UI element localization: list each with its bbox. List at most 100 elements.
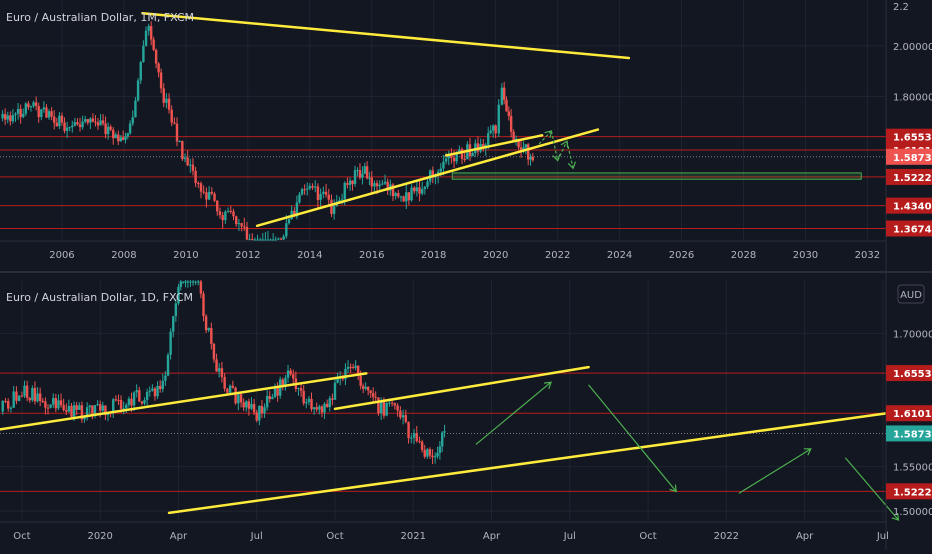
daily-candle-body	[420, 441, 424, 450]
daily-level-label: 1.58738	[893, 429, 932, 440]
daily-candle-body	[284, 377, 287, 386]
daily-candle-body	[443, 431, 446, 433]
daily-candle-body	[186, 281, 190, 283]
monthly-candle-body	[63, 122, 66, 131]
daily-level-label-bg	[886, 483, 932, 500]
monthly-candle-body	[124, 136, 127, 140]
daily-candle-body	[252, 404, 256, 413]
monthly-x-tick-label: 2028	[731, 250, 756, 261]
monthly-candle-body	[189, 164, 192, 166]
monthly-candle-body	[282, 236, 285, 240]
daily-candle-body	[7, 400, 10, 409]
daily-candle-body	[418, 441, 421, 443]
monthly-x-tick-label: 2018	[421, 250, 446, 261]
daily-candle-body	[135, 390, 138, 393]
daily-candle-body	[93, 405, 97, 415]
monthly-candle-body	[14, 113, 17, 115]
monthly-candle-body	[271, 239, 275, 241]
currency-selector-button[interactable]: AUD	[897, 284, 925, 304]
daily-candle-body	[265, 396, 269, 408]
monthly-candle-body	[505, 99, 508, 112]
daily-candle-body	[143, 400, 146, 404]
monthly-candle-body	[482, 143, 485, 149]
daily-candle-body	[237, 394, 240, 404]
monthly-candle-body	[295, 202, 299, 217]
daily-candle-body	[344, 368, 347, 380]
daily-candle-body	[101, 405, 104, 411]
monthly-candle-body	[34, 102, 38, 107]
daily-x-tick-label: Jul	[250, 531, 263, 542]
monthly-candle-body	[452, 157, 456, 162]
monthly-candle-body	[327, 194, 330, 200]
daily-candle-body	[268, 396, 271, 400]
monthly-candle-body	[213, 193, 216, 201]
daily-candle-body	[410, 437, 413, 439]
daily-candle-body	[46, 407, 50, 409]
monthly-x-tick-label: 2022	[545, 250, 570, 261]
monthly-projection-arrow	[550, 130, 559, 161]
daily-candle-body	[1, 400, 4, 412]
monthly-candle-body	[237, 223, 241, 225]
daily-candle-body	[438, 446, 442, 454]
monthly-candle-body	[22, 113, 25, 118]
monthly-candle-body	[431, 170, 435, 178]
monthly-candle-body	[248, 239, 251, 241]
monthly-candle-body	[358, 170, 362, 178]
daily-candle-body	[91, 405, 94, 415]
daily-candle-body	[49, 404, 52, 408]
monthly-candle-body	[300, 189, 304, 195]
monthly-x-tick-label: 2008	[111, 250, 136, 261]
daily-candle-body	[354, 365, 357, 368]
daily-projection-arrow	[844, 457, 899, 521]
monthly-candle-body	[1, 113, 4, 119]
monthly-candle-body	[173, 122, 176, 124]
daily-candle-body	[331, 398, 334, 400]
daily-candle-body	[315, 407, 318, 410]
daily-candle-body	[194, 281, 197, 283]
monthly-candle-body	[509, 115, 513, 132]
daily-candle-body	[359, 375, 362, 386]
monthly-projection-arrow	[538, 130, 552, 145]
daily-candle-body	[125, 404, 128, 409]
monthly-candle-body	[383, 181, 387, 184]
daily-level-label-bg	[886, 365, 932, 382]
daily-candle-body	[52, 398, 55, 405]
monthly-candle-body	[154, 49, 158, 64]
daily-candle-body	[166, 354, 170, 376]
daily-projection-arrowhead	[803, 448, 812, 456]
daily-x-tick-label: Apr	[796, 531, 814, 542]
daily-candle-body	[255, 412, 258, 421]
monthly-level-label-bg	[886, 168, 932, 185]
monthly-candle-body	[89, 118, 92, 123]
monthly-target-zone	[451, 172, 862, 180]
daily-candle-body	[191, 281, 195, 283]
monthly-x-tick-label: 2024	[607, 250, 632, 261]
monthly-candle-body	[96, 122, 100, 126]
monthly-candle-body	[298, 194, 301, 203]
daily-level-label: 1.61014	[893, 409, 932, 420]
monthly-candle-body	[226, 210, 230, 212]
monthly-candle-body	[531, 156, 535, 161]
daily-candle-body	[38, 393, 42, 401]
monthly-candle-body	[243, 226, 246, 228]
monthly-candle-body	[109, 126, 112, 130]
daily-candle-body	[407, 421, 410, 439]
daily-candle-body	[310, 398, 313, 410]
monthly-candle-body	[235, 216, 238, 225]
monthly-candle-body	[3, 113, 7, 120]
monthly-candle-body	[50, 111, 53, 117]
monthly-candle-body	[386, 181, 389, 191]
daily-candle-body	[36, 393, 39, 402]
daily-x-tick-label: Jul	[876, 531, 889, 542]
daily-candle-body	[302, 390, 305, 404]
daily-candle-body	[223, 376, 226, 389]
monthly-candle-body	[191, 164, 195, 171]
monthly-candle-body	[37, 106, 40, 118]
daily-candle-body	[312, 407, 316, 410]
monthly-candle-body	[104, 123, 107, 135]
daily-y-tick-label: 1.70000	[893, 329, 932, 340]
daily-y-tick-label: 1.55000	[893, 463, 932, 474]
daily-candle-body	[145, 391, 149, 401]
monthly-x-tick-label: 2016	[359, 250, 384, 261]
